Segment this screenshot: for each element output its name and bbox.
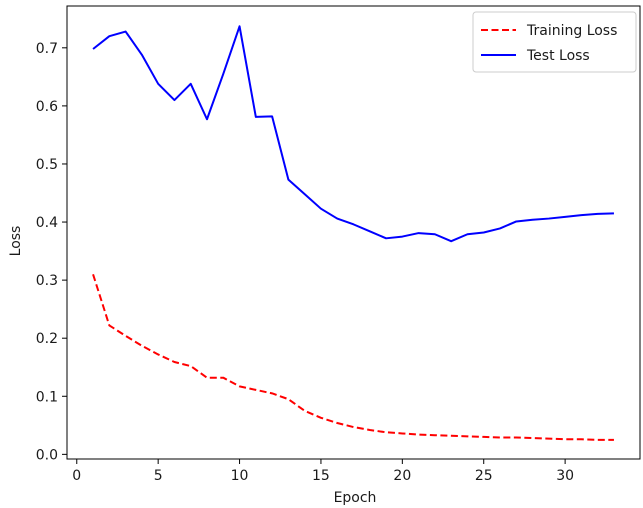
data-point bbox=[254, 115, 258, 119]
y-tick-label: 0.4 bbox=[36, 215, 58, 231]
data-point bbox=[319, 207, 323, 211]
data-point bbox=[319, 416, 323, 420]
data-point bbox=[303, 192, 307, 196]
data-point bbox=[465, 232, 469, 236]
data-point bbox=[124, 30, 128, 34]
x-tick-label: 25 bbox=[475, 468, 493, 484]
data-point bbox=[612, 211, 616, 215]
legend-box bbox=[472, 11, 637, 73]
series-line-training-loss bbox=[92, 274, 614, 441]
y-tick-label: 0.5 bbox=[36, 157, 58, 173]
x-tick-label: 5 bbox=[154, 468, 163, 484]
data-point bbox=[107, 323, 111, 327]
data-point bbox=[579, 437, 583, 441]
x-tick-label: 15 bbox=[312, 468, 330, 484]
y-tick-label: 0.6 bbox=[36, 99, 58, 115]
data-point bbox=[417, 433, 421, 437]
data-point bbox=[384, 236, 388, 240]
data-point bbox=[531, 218, 535, 222]
data-point bbox=[205, 376, 209, 380]
y-tick-label: 0.2 bbox=[36, 331, 58, 347]
data-point bbox=[400, 235, 404, 239]
x-axis-title: Epoch bbox=[334, 490, 377, 506]
data-point bbox=[498, 436, 502, 440]
x-tick-label: 10 bbox=[231, 468, 249, 484]
data-point bbox=[433, 433, 437, 437]
data-point bbox=[384, 430, 388, 434]
legend-label: Test Loss bbox=[526, 48, 590, 64]
y-tick-label: 0.1 bbox=[36, 389, 58, 405]
data-point bbox=[156, 352, 160, 356]
data-point bbox=[303, 409, 307, 413]
legend: Training Loss Test Loss bbox=[472, 11, 637, 73]
data-point bbox=[156, 82, 160, 86]
data-point bbox=[124, 334, 128, 338]
data-point bbox=[368, 428, 372, 432]
data-point bbox=[563, 215, 567, 219]
data-point bbox=[140, 53, 144, 57]
data-point bbox=[205, 117, 209, 121]
data-point bbox=[172, 98, 176, 102]
data-point bbox=[514, 219, 518, 223]
y-tick-label: 0.7 bbox=[36, 41, 58, 57]
y-axis-title: Loss bbox=[8, 226, 24, 257]
data-point bbox=[531, 436, 535, 440]
data-point bbox=[172, 360, 176, 364]
data-point bbox=[352, 425, 356, 429]
data-point bbox=[238, 24, 242, 28]
axes: 0 5 10 15 20 25 30 0.0 0.1 0.2 0.3 0.4 0.5 0.6 0.7 bbox=[36, 5, 641, 484]
legend-label: Training Loss bbox=[526, 23, 617, 39]
data-point bbox=[612, 438, 616, 442]
data-point bbox=[221, 72, 225, 76]
data-point bbox=[270, 114, 274, 118]
axes-frame bbox=[66, 5, 641, 460]
x-tick-label: 0 bbox=[72, 468, 81, 484]
data-point bbox=[563, 437, 567, 441]
data-point bbox=[596, 212, 600, 216]
x-tick-label: 20 bbox=[393, 468, 411, 484]
data-point bbox=[91, 272, 95, 276]
data-point bbox=[596, 438, 600, 442]
y-tick-label: 0.0 bbox=[36, 447, 58, 463]
data-point bbox=[221, 376, 225, 380]
data-point bbox=[286, 397, 290, 401]
data-point bbox=[579, 213, 583, 217]
y-tick-label: 0.3 bbox=[36, 273, 58, 289]
data-point bbox=[140, 344, 144, 348]
data-point bbox=[433, 232, 437, 236]
data-point bbox=[238, 384, 242, 388]
plot-area bbox=[91, 24, 616, 442]
data-point bbox=[498, 226, 502, 230]
data-point bbox=[335, 421, 339, 425]
data-point bbox=[547, 217, 551, 221]
data-point bbox=[514, 436, 518, 440]
data-point bbox=[335, 217, 339, 221]
data-point bbox=[547, 437, 551, 441]
data-point bbox=[107, 34, 111, 38]
data-point bbox=[465, 434, 469, 438]
data-point bbox=[449, 434, 453, 438]
x-tick-label: 30 bbox=[556, 468, 574, 484]
data-point bbox=[270, 391, 274, 395]
data-point bbox=[400, 431, 404, 435]
data-point bbox=[189, 82, 193, 86]
data-point bbox=[352, 222, 356, 226]
data-point bbox=[417, 231, 421, 235]
data-point bbox=[189, 364, 193, 368]
data-point bbox=[482, 435, 486, 439]
data-point bbox=[91, 47, 95, 51]
series-line-test-loss bbox=[92, 25, 614, 243]
data-point bbox=[449, 239, 453, 243]
data-point bbox=[368, 229, 372, 233]
data-point bbox=[482, 231, 486, 235]
data-point bbox=[254, 388, 258, 392]
data-point bbox=[286, 178, 290, 182]
